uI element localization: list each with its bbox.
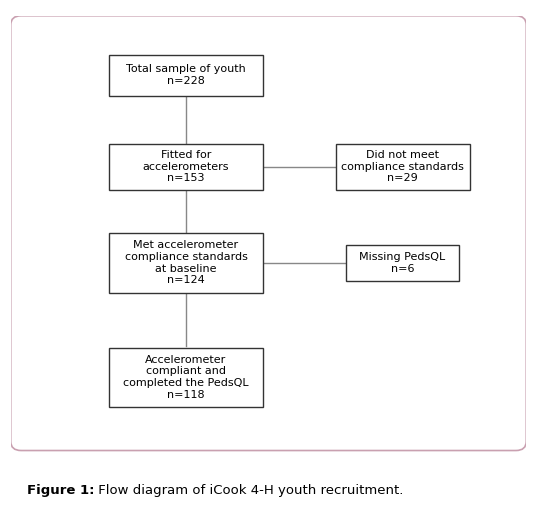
- Text: Total sample of youth
n=228: Total sample of youth n=228: [126, 65, 246, 86]
- FancyBboxPatch shape: [108, 144, 263, 190]
- Text: Figure 1:: Figure 1:: [27, 484, 95, 497]
- FancyBboxPatch shape: [108, 233, 263, 292]
- Text: Flow diagram of iCook 4-H youth recruitment.: Flow diagram of iCook 4-H youth recruitm…: [94, 484, 403, 497]
- Text: Accelerometer
compliant and
completed the PedsQL
n=118: Accelerometer compliant and completed th…: [123, 355, 249, 400]
- FancyBboxPatch shape: [108, 348, 263, 407]
- FancyBboxPatch shape: [108, 55, 263, 96]
- Text: Fitted for
accelerometers
n=153: Fitted for accelerometers n=153: [143, 150, 229, 184]
- Text: Missing PedsQL
n=6: Missing PedsQL n=6: [359, 252, 446, 274]
- FancyBboxPatch shape: [336, 144, 469, 190]
- Text: Met accelerometer
compliance standards
at baseline
n=124: Met accelerometer compliance standards a…: [125, 240, 248, 285]
- FancyBboxPatch shape: [11, 16, 526, 450]
- FancyBboxPatch shape: [346, 245, 459, 281]
- Text: Did not meet
compliance standards
n=29: Did not meet compliance standards n=29: [341, 150, 464, 184]
